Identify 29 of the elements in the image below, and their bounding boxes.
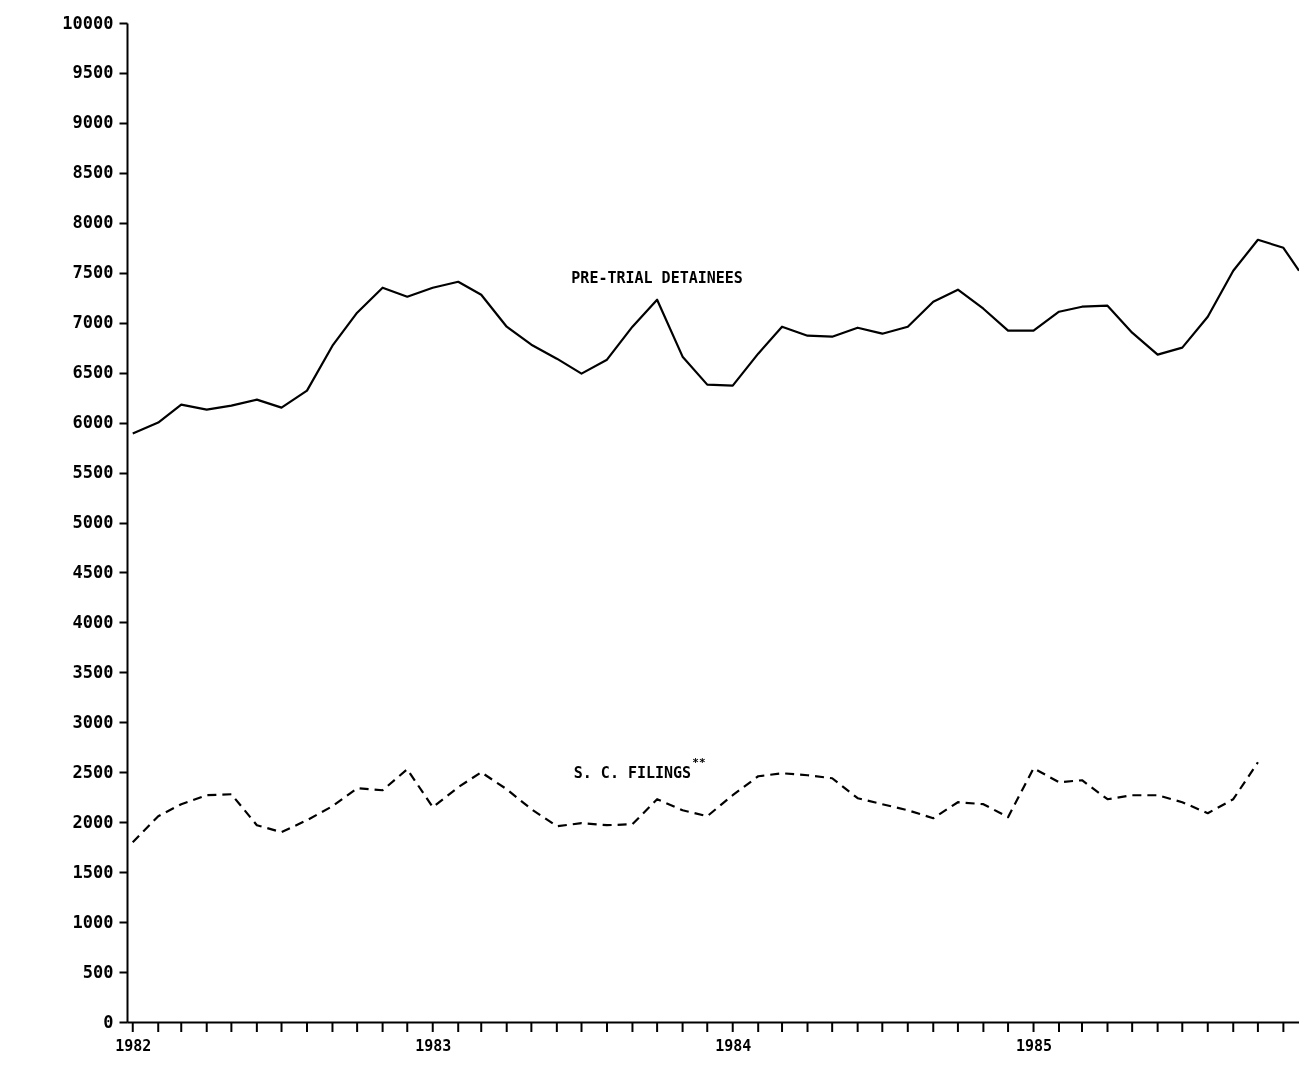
series-label: S. C. FILINGS** xyxy=(573,756,706,783)
y-tick-label: 9500 xyxy=(72,62,114,83)
y-tick-label: 10000 xyxy=(62,12,114,33)
line-series xyxy=(131,238,1299,435)
y-tick-label: 1000 xyxy=(72,911,114,932)
y-tick-label: 7000 xyxy=(72,312,114,333)
y-tick-label: 4000 xyxy=(72,611,114,632)
y-tick-label: 5000 xyxy=(72,512,114,532)
y-tick-label: 6000 xyxy=(72,412,114,433)
y-tick-label: 8000 xyxy=(72,212,114,233)
y-tick-label: 2500 xyxy=(72,761,114,782)
y-tick-label: 2000 xyxy=(72,811,114,832)
y-tick-label: 8500 xyxy=(72,162,114,183)
x-tick-label: 1983 xyxy=(415,1036,452,1055)
y-tick-label: 500 xyxy=(82,961,114,982)
y-tick-label: 4500 xyxy=(72,561,114,582)
y-tick-label: 0 xyxy=(103,1011,114,1032)
y-tick-label: 9000 xyxy=(72,112,114,133)
line-series xyxy=(131,761,1260,844)
y-tick-label: 5500 xyxy=(72,462,114,483)
y-tick-label: 3000 xyxy=(72,711,114,732)
y-tick-label: 1500 xyxy=(72,861,114,882)
series-label: PRE-TRIAL DETAINEES xyxy=(571,268,743,287)
x-tick-label: 1985 xyxy=(1015,1036,1053,1055)
y-tick-label: 7500 xyxy=(72,262,114,283)
x-tick-label: 1982 xyxy=(115,1036,152,1055)
y-tick-label: 3500 xyxy=(72,661,114,682)
x-tick-label: 1984 xyxy=(715,1036,752,1055)
y-tick-label: 6500 xyxy=(72,362,114,383)
